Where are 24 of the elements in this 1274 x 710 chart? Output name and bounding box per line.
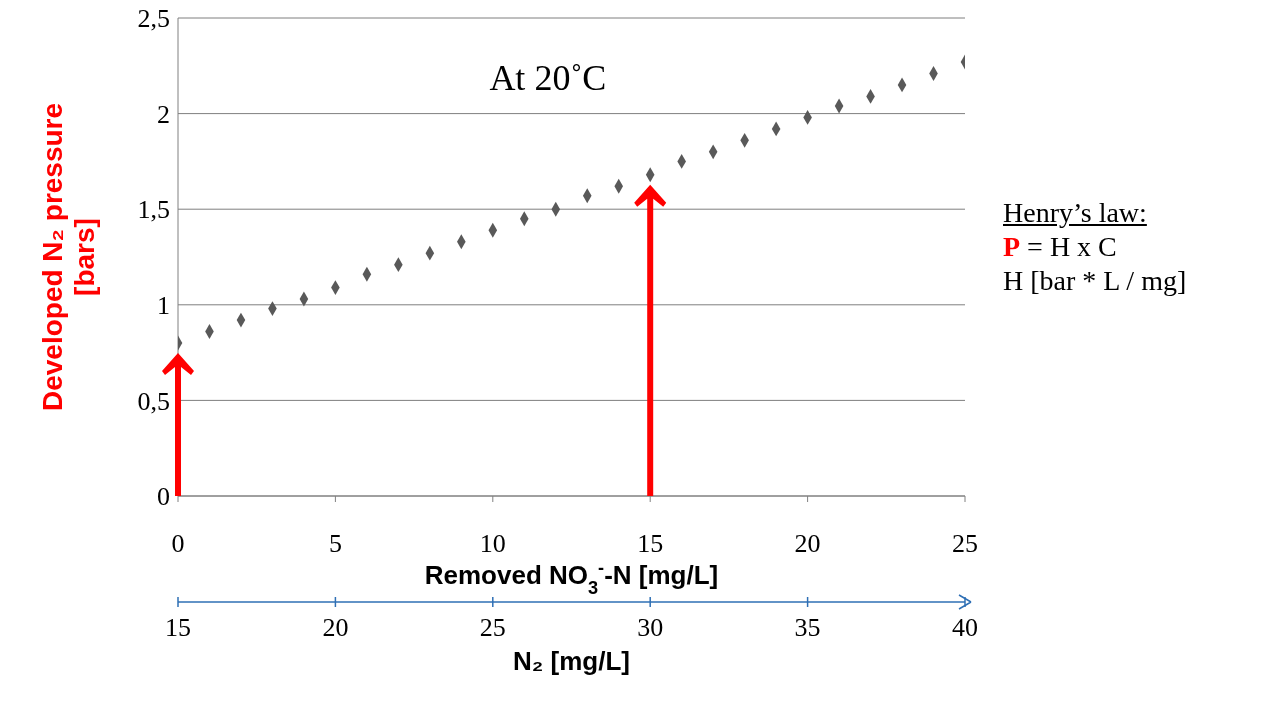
x-tick-label: 10 xyxy=(479,529,506,559)
x2-tick-label: 15 xyxy=(165,613,191,642)
x2-tick-label: 30 xyxy=(637,613,664,642)
x2-axis-title: N₂ [mg/L] xyxy=(513,646,630,676)
x2-tick-label: 40 xyxy=(952,613,978,642)
x2-tick-label: 35 xyxy=(794,613,821,642)
x-tick-label: 20 xyxy=(794,529,821,559)
y-tick-label: 0,5 xyxy=(137,386,170,416)
y-tick-label: 2 xyxy=(157,99,170,129)
x-tick-label: 25 xyxy=(952,529,978,559)
text: P = H x C xyxy=(1003,230,1118,264)
x-tick-label: 15 xyxy=(637,529,664,559)
text: Henry’s law: xyxy=(1003,196,1148,230)
y-tick-label: 0 xyxy=(157,482,170,512)
annotation: At 20˚C xyxy=(489,58,607,98)
x2-tick-label: 20 xyxy=(322,613,349,642)
x2-tick-label: 25 xyxy=(479,613,506,642)
y-tick-label: 1,5 xyxy=(137,195,170,225)
text: H [bar * L / mg] xyxy=(1003,264,1187,298)
y-tick-label: 2,5 xyxy=(137,4,170,34)
x-axis-title: Removed NO$_{3}$$^{-}$-N [mg/L] xyxy=(424,558,719,598)
y-tick-label: 1 xyxy=(157,291,170,321)
y-axis-title: Developed N₂ pressure [bars] xyxy=(37,102,100,412)
x-tick-label: 5 xyxy=(328,529,342,559)
